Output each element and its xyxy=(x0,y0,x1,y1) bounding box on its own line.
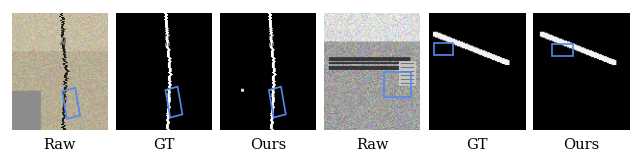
Text: Ours: Ours xyxy=(250,138,286,152)
Text: Raw: Raw xyxy=(44,138,76,152)
Bar xyxy=(62,88,80,119)
Text: GT: GT xyxy=(153,138,175,152)
Bar xyxy=(269,87,286,118)
Bar xyxy=(165,87,182,118)
Text: GT: GT xyxy=(466,138,488,152)
Bar xyxy=(434,43,453,55)
Text: Raw: Raw xyxy=(356,138,388,152)
Bar xyxy=(384,72,411,97)
Bar xyxy=(552,45,573,56)
Text: Ours: Ours xyxy=(563,138,599,152)
